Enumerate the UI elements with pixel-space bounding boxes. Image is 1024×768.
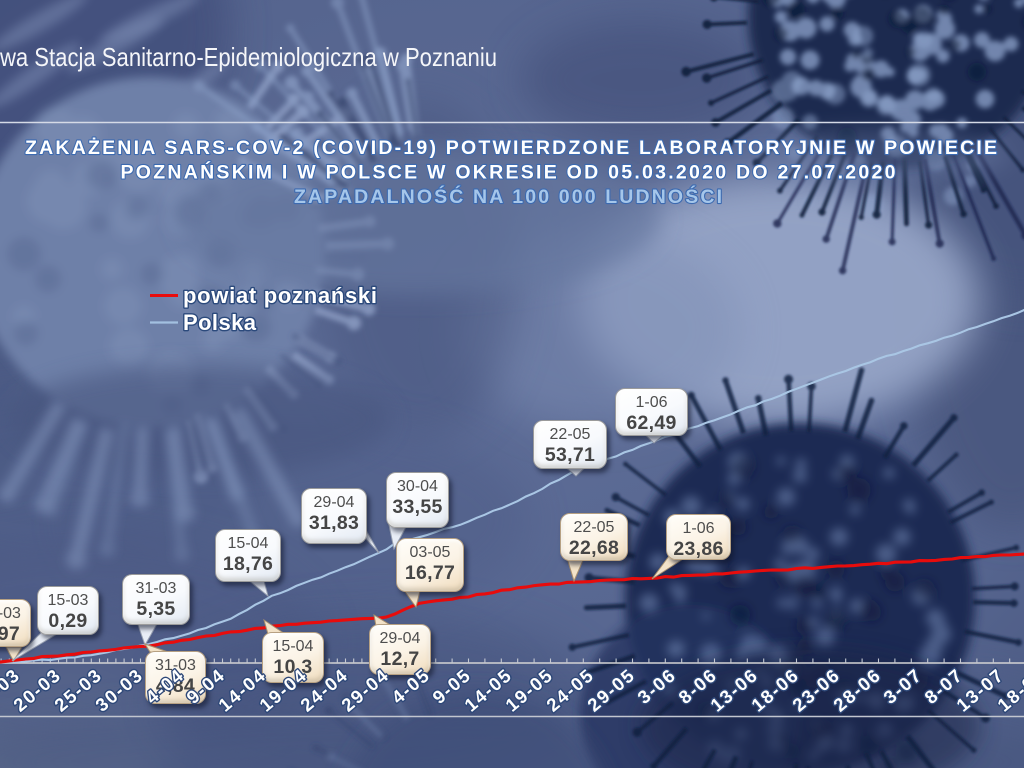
svg-text:30-03: 30-03 <box>91 664 147 716</box>
svg-text:4-05: 4-05 <box>387 664 434 708</box>
svg-text:POZNAŃSKIM I W POLSCE W OKRESI: POZNAŃSKIM I W POLSCE W OKRESIE OD 05.03… <box>121 161 896 184</box>
svg-text:ZAKAŻENIA SARS-COV-2 (COVID-19: ZAKAŻENIA SARS-COV-2 (COVID-19) POTWIERD… <box>25 136 997 159</box>
svg-text:29-05: 29-05 <box>583 664 639 716</box>
svg-text:3-06: 3-06 <box>633 664 680 708</box>
svg-text:3-07: 3-07 <box>879 664 926 708</box>
svg-text:ZAPADALNOŚĆ NA 100 000 LUDNOŚC: ZAPADALNOŚĆ NA 100 000 LUDNOŚCI <box>294 184 722 208</box>
svg-text:Powiatowa Stacja Sanitarno-Epi: Powiatowa Stacja Sanitarno-Epidemiologic… <box>0 42 497 72</box>
svg-text:powiat poznański: powiat poznański <box>183 283 377 308</box>
svg-text:29-04: 29-04 <box>337 664 393 716</box>
svg-text:28-06: 28-06 <box>829 664 885 716</box>
svg-text:4-04: 4-04 <box>141 664 188 708</box>
svg-text:Polska: Polska <box>183 310 257 335</box>
